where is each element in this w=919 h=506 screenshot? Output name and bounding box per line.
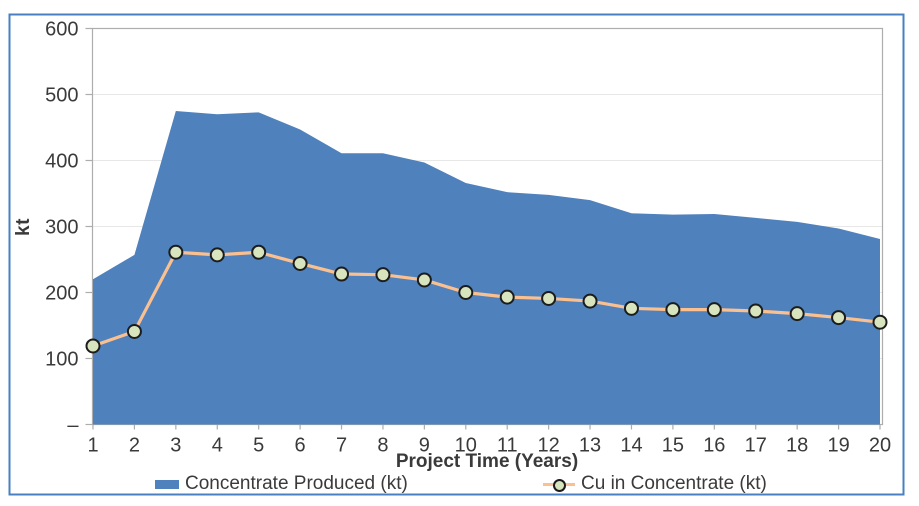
x-tick-label: 3 [170,435,181,457]
y-tick-label: – [67,415,79,437]
x-tick-label: 9 [419,435,430,457]
y-axis-title: kt [13,218,34,236]
data-point-marker [582,293,598,309]
data-point-marker [789,306,805,322]
data-point-marker [499,289,515,305]
x-tick-label: 20 [869,435,891,457]
data-point-marker [292,255,308,271]
data-point-marker [375,267,391,283]
data-point-marker [458,285,474,300]
line-marker-swatch-icon [543,478,575,492]
data-point-marker [168,244,184,260]
x-tick-label: 10 [455,435,477,457]
area-series-concentrate-produced [93,111,880,425]
data-point-marker [872,314,888,330]
x-tick-label: 15 [662,435,684,457]
data-point-marker [706,302,722,318]
data-point-marker [209,247,225,263]
y-tick-label: 400 [45,151,78,173]
x-axis-title: Project Time (Years) [395,451,579,472]
x-tick-label: 4 [212,435,223,457]
data-point-marker [665,302,681,318]
legend-item-cu-in-concentrate[interactable]: Cu in Concentrate (kt) [543,473,767,495]
chart-frame-border [8,13,905,496]
data-point-marker [251,244,267,260]
area-swatch-icon [155,479,179,489]
legend-label-cu-in-concentrate: Cu in Concentrate (kt) [581,473,767,494]
data-point-marker [831,310,847,326]
x-tick-label: 7 [336,435,347,457]
x-tick-label: 17 [745,435,767,457]
x-tick-label: 19 [827,435,849,457]
data-point-marker [541,290,557,306]
data-point-marker [85,338,101,354]
y-tick-label: 200 [45,283,78,305]
legend-item-concentrate-produced[interactable]: Concentrate Produced (kt) [155,473,408,495]
x-tick-label: 5 [253,435,264,457]
x-tick-label: 11 [497,435,518,457]
y-tick-label: 300 [45,217,78,239]
y-tick-label: 500 [45,85,78,107]
data-point-marker [748,303,764,319]
x-tick-label: 13 [579,435,601,457]
x-tick-label: 16 [703,435,725,457]
x-tick-label: 8 [377,435,388,457]
x-tick-label: 1 [87,435,98,457]
x-tick-label: 6 [295,435,306,457]
y-tick-label: 100 [45,349,78,371]
data-point-marker [416,272,432,288]
data-point-marker [126,323,142,339]
data-point-marker [334,266,350,282]
legend-label-concentrate-produced: Concentrate Produced (kt) [185,473,408,494]
x-tick-label: 14 [620,435,642,457]
data-point-marker [623,300,639,316]
x-tick-label: 2 [129,435,140,457]
x-tick-label: 18 [786,435,808,457]
chart-legend: Concentrate Produced (kt) Cu in Concentr… [0,473,919,499]
x-tick-label: 12 [538,435,560,457]
y-tick-label: 600 [45,19,78,41]
